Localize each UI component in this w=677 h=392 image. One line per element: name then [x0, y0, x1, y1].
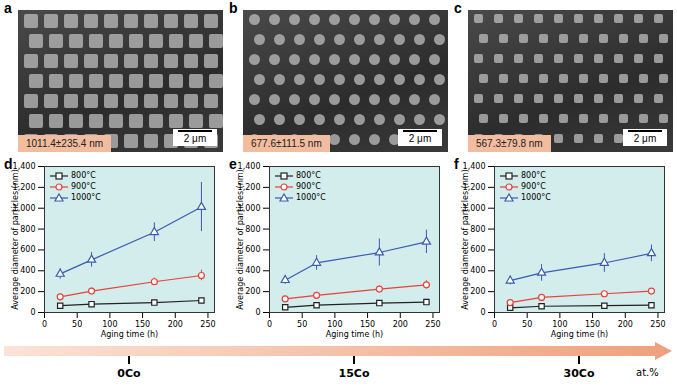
svg-text:150: 150	[360, 320, 375, 329]
html-text:b: b	[229, 0, 238, 16]
svg-text:600: 600	[470, 245, 485, 254]
svg-text:800: 800	[20, 225, 35, 234]
html-text:567.3±79.8 nm: 567.3±79.8 nm	[476, 138, 543, 149]
html-text:2 μm: 2 μm	[408, 133, 432, 144]
html-text:f: f	[454, 156, 459, 172]
svg-text:1,000: 1,000	[237, 203, 261, 213]
html-text:800°C: 800°C	[71, 171, 96, 180]
svg-text:150: 150	[135, 320, 150, 329]
html-text:a: a	[4, 0, 12, 16]
svg-text:100: 100	[327, 320, 342, 329]
svg-text:1,400: 1,400	[237, 162, 261, 172]
html-text:900°C: 900°C	[296, 182, 321, 191]
html-text:800°C: 800°C	[521, 171, 546, 180]
html-text:c: c	[454, 0, 462, 16]
svg-text:1,400: 1,400	[12, 162, 36, 172]
svg-text:0: 0	[492, 320, 497, 329]
svg-text:100: 100	[102, 320, 117, 329]
html-text:900°C: 900°C	[71, 182, 96, 191]
svg-text:250: 250	[425, 320, 440, 329]
html-text:2 μm: 2 μm	[633, 133, 657, 144]
html-text:1000°C: 1000°C	[71, 193, 101, 202]
html-text:1000°C: 1000°C	[296, 193, 326, 202]
svg-text:100: 100	[552, 320, 567, 329]
svg-text:200: 200	[20, 287, 35, 296]
svg-text:600: 600	[245, 245, 260, 254]
svg-text:800: 800	[245, 225, 260, 234]
html-text:2 μm: 2 μm	[183, 133, 207, 144]
svg-text:0: 0	[480, 308, 485, 317]
svg-text:200: 200	[393, 320, 408, 329]
svg-text:1,200: 1,200	[462, 182, 486, 192]
svg-text:Average diameter of particles: Average diameter of particles (nm)	[11, 169, 20, 309]
svg-text:400: 400	[245, 266, 260, 275]
svg-text:1,000: 1,000	[462, 203, 486, 213]
svg-text:1,200: 1,200	[237, 182, 261, 192]
svg-text:Aging time (h): Aging time (h)	[101, 330, 158, 339]
svg-text:50: 50	[522, 320, 532, 329]
svg-text:Aging time (h): Aging time (h)	[326, 330, 383, 339]
svg-text:50: 50	[72, 320, 82, 329]
html-text:1000°C: 1000°C	[521, 193, 551, 202]
svg-text:Average diameter of particles: Average diameter of particles (nm)	[236, 169, 245, 309]
svg-text:800: 800	[470, 225, 485, 234]
html-text:0Co: 0Co	[117, 367, 141, 380]
svg-text:250: 250	[200, 320, 215, 329]
html-text:800°C: 800°C	[296, 171, 321, 180]
svg-text:0: 0	[30, 308, 35, 317]
svg-text:1,400: 1,400	[462, 162, 486, 172]
svg-text:0: 0	[267, 320, 272, 329]
svg-text:Aging time (h): Aging time (h)	[551, 330, 608, 339]
svg-text:0: 0	[42, 320, 47, 329]
html-text:at.%: at.%	[636, 367, 659, 378]
svg-text:200: 200	[168, 320, 183, 329]
svg-text:400: 400	[20, 266, 35, 275]
html-text:30Co: 30Co	[563, 367, 595, 380]
svg-text:1,200: 1,200	[12, 182, 36, 192]
svg-text:400: 400	[470, 266, 485, 275]
html-text:d: d	[4, 156, 13, 172]
svg-text:1,000: 1,000	[12, 203, 36, 213]
html-text:e: e	[229, 156, 237, 172]
html-text:900°C: 900°C	[521, 182, 546, 191]
html-text:677.6±111.5 nm: 677.6±111.5 nm	[251, 138, 322, 149]
svg-text:50: 50	[297, 320, 307, 329]
svg-text:150: 150	[585, 320, 600, 329]
svg-text:200: 200	[245, 287, 260, 296]
svg-text:250: 250	[650, 320, 665, 329]
svg-text:200: 200	[470, 287, 485, 296]
svg-text:200: 200	[618, 320, 633, 329]
html-text:1011.4±235.4 nm: 1011.4±235.4 nm	[26, 138, 103, 149]
svg-text:Average diameter of particles: Average diameter of particles (nm)	[461, 169, 470, 309]
svg-text:600: 600	[20, 245, 35, 254]
html-text:15Co: 15Co	[338, 367, 370, 380]
svg-text:0: 0	[255, 308, 260, 317]
